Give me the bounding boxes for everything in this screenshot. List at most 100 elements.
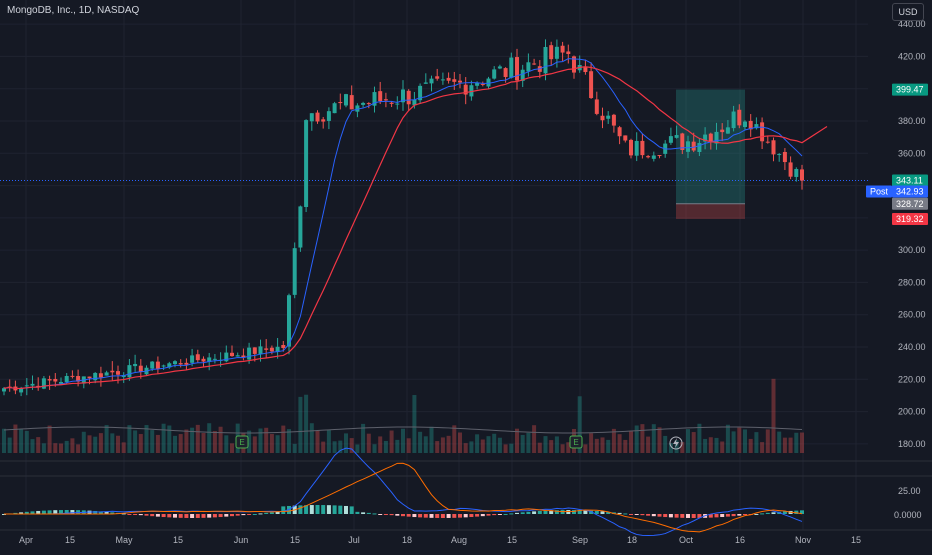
candle-body: [686, 141, 690, 152]
candle-body: [440, 79, 445, 81]
macd-histogram-bar: [121, 513, 126, 515]
volume-bar: [247, 430, 252, 453]
candle-body: [138, 365, 143, 372]
candle-body: [765, 141, 770, 143]
candle-body: [743, 121, 747, 128]
macd-histogram-bar: [475, 514, 480, 517]
volume-bar: [7, 437, 12, 453]
volume-bar: [269, 433, 274, 453]
volume-bar: [697, 423, 702, 453]
volume-bar: [589, 433, 594, 453]
candle-body: [646, 156, 651, 158]
volume-bar: [475, 434, 480, 453]
macd-histogram-bar: [344, 505, 348, 514]
candle-body: [668, 136, 673, 143]
candle-body: [47, 379, 52, 381]
volume-bar: [338, 440, 343, 453]
volume-bar: [520, 434, 525, 453]
volume-bar: [577, 396, 582, 453]
volume-bar: [2, 428, 6, 453]
macd-histogram-bar: [41, 510, 46, 514]
candle-body: [235, 355, 240, 357]
candle-body: [24, 385, 29, 387]
volume-bar: [47, 425, 52, 453]
macd-histogram-bar: [127, 514, 132, 515]
macd-histogram-bar: [19, 512, 24, 514]
volume-bar: [800, 432, 804, 453]
macd-line: [4, 447, 803, 536]
volume-bar: [258, 428, 263, 453]
post-label-text: Post: [870, 187, 889, 197]
macd-histogram-bar: [566, 510, 571, 514]
post-label-tag: [866, 185, 892, 198]
candle-body: [372, 92, 377, 106]
volume-bar: [321, 441, 326, 453]
candle-body: [19, 388, 24, 393]
post-price-tag: [892, 185, 928, 198]
macd-histogram-bar: [452, 514, 457, 518]
candle-body: [583, 67, 588, 73]
macd-histogram-bar: [315, 505, 320, 514]
candle-body: [59, 381, 63, 384]
volume-bar: [361, 423, 366, 453]
candle-body: [737, 109, 742, 126]
candle-body: [543, 46, 548, 74]
candle-body: [515, 57, 519, 81]
volume-bar: [264, 427, 269, 453]
candle-body: [2, 388, 6, 392]
macd-histogram-bar: [463, 514, 468, 518]
volume-bar: [76, 444, 81, 453]
volume-bar: [412, 395, 417, 453]
macd-histogram-bar: [13, 512, 18, 514]
x-tick-label: Aug: [451, 535, 467, 545]
macd-histogram-bar: [93, 510, 98, 514]
volume-bar: [287, 429, 291, 453]
macd-histogram-bar: [572, 510, 576, 514]
macd-histogram-bar: [389, 514, 394, 516]
macd-histogram-bar: [70, 510, 75, 514]
macd-histogram-bar: [372, 513, 377, 515]
x-tick-label: Jun: [234, 535, 249, 545]
x-tick-label: 15: [65, 535, 75, 545]
volume-bar: [429, 426, 434, 453]
volume-bar: [440, 437, 445, 453]
volume-bar: [144, 425, 149, 453]
volume-bar: [24, 430, 29, 453]
x-tick-label: Oct: [679, 535, 694, 545]
candle-body: [589, 71, 594, 99]
macd-histogram-bar: [383, 514, 388, 515]
volume-bar: [230, 443, 234, 453]
volume-bar: [731, 431, 736, 453]
currency-button[interactable]: USD: [892, 3, 924, 21]
x-tick-label: 15: [173, 535, 183, 545]
volume-bar: [87, 435, 92, 453]
macd-histogram-bar: [98, 511, 103, 514]
candle-body: [486, 78, 491, 87]
macd-histogram-bar: [497, 514, 502, 515]
candle-body: [41, 378, 46, 389]
macd-histogram-bar: [252, 513, 257, 515]
x-tick-label: Nov: [795, 535, 812, 545]
candle-body: [247, 347, 252, 360]
macd-histogram-bar: [760, 513, 765, 515]
candle-body: [697, 143, 702, 153]
volume-bar: [760, 442, 765, 453]
macd-histogram-bar: [725, 514, 730, 517]
macd-histogram-bar: [264, 512, 269, 514]
candle-body: [572, 56, 576, 73]
candle-body: [155, 361, 160, 369]
volume-bar: [275, 435, 280, 453]
macd-histogram-bar: [594, 510, 599, 514]
candle-body: [418, 85, 423, 101]
volume-bar: [651, 424, 656, 453]
volume-bar: [378, 436, 383, 453]
x-tick-label: 15: [290, 535, 300, 545]
macd-histogram-bar: [651, 514, 656, 517]
candle-body: [127, 365, 132, 378]
candle-body: [554, 46, 559, 59]
candle-body: [794, 168, 799, 177]
macd-histogram-bar: [184, 514, 189, 518]
volume-bar: [583, 444, 588, 453]
